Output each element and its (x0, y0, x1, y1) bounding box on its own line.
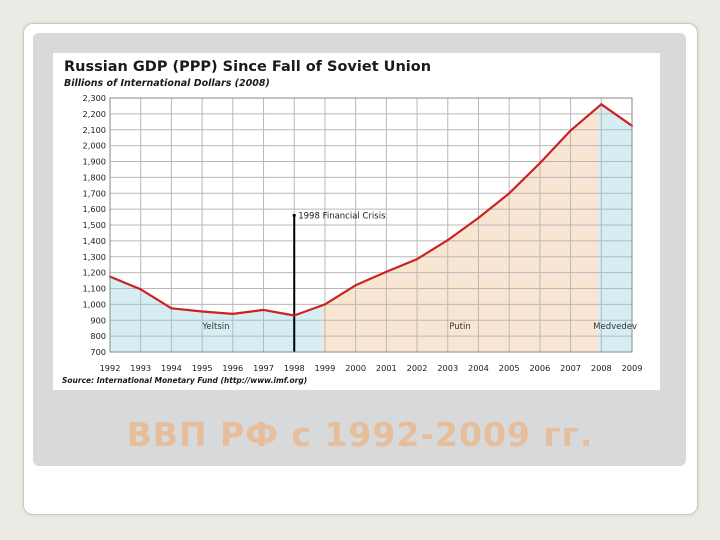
y-tick-label: 1,800 (83, 172, 106, 182)
y-tick-label: 1,000 (83, 299, 106, 309)
x-tick-label: 2009 (622, 363, 643, 373)
gdp-series-line (109, 103, 633, 317)
era-area-yeltsin (110, 276, 322, 352)
era-area-medvedev (598, 104, 632, 352)
y-tick-label: 1,600 (83, 204, 106, 214)
era-label-yeltsin: Yeltsin (201, 322, 229, 332)
annotation-marker (292, 213, 296, 218)
data-point (293, 314, 296, 317)
data-point (323, 303, 327, 306)
x-tick-label: 1992 (100, 363, 121, 373)
data-point (600, 103, 603, 106)
chart-title: Russian GDP (PPP) Since Fall of Soviet U… (64, 59, 432, 75)
data-point (446, 238, 449, 242)
data-point (139, 288, 142, 291)
y-tick-label: 2,000 (83, 141, 106, 151)
y-tick-label: 1,300 (83, 252, 106, 262)
data-point (508, 192, 511, 195)
chart-source: Source: International Monetary Fund (htt… (62, 376, 308, 385)
data-point (385, 270, 388, 273)
x-tick-label: 1994 (161, 363, 182, 373)
gdp-chart: 700 800 900 1,000 1,100 1,200 1,300 1,400 1,500 1… (83, 93, 643, 373)
y-tick-label: 2,200 (83, 109, 106, 119)
data-point (415, 258, 419, 261)
x-tick-label: 1999 (315, 363, 336, 373)
era-area-putin (321, 107, 599, 352)
x-tick-label: 2002 (407, 363, 428, 373)
x-tick-label: 1996 (222, 363, 243, 373)
slide-caption: ВВП РФ с 1992-2009 гг. (126, 415, 594, 454)
y-tick-label: 900 (90, 315, 106, 325)
y-tick-label: 1,200 (83, 268, 106, 278)
data-point (170, 307, 173, 310)
data-point (354, 284, 357, 287)
y-tick-label: 1,400 (83, 236, 106, 246)
era-label-putin: Putin (449, 322, 470, 332)
era-label-medvedev: Medvedev (593, 322, 637, 332)
y-tick-label: 2,300 (83, 93, 106, 103)
x-tick-label: 1993 (130, 363, 151, 373)
chart-subtitle: Billions of International Dollars (2008) (64, 78, 270, 89)
y-tick-label: 1,700 (83, 188, 106, 198)
x-tick-label: 2007 (560, 363, 581, 373)
chart-card: 700 800 900 1,000 1,100 1,200 1,300 1,400 1,500 1… (53, 53, 660, 390)
x-tick-label: 2003 (437, 363, 458, 373)
data-point (569, 129, 572, 132)
x-tick-label: 2008 (591, 363, 612, 373)
x-tick-label: 2001 (376, 363, 397, 373)
y-tick-label: 1,900 (83, 157, 106, 167)
data-point (231, 312, 234, 315)
x-tick-label: 2006 (529, 363, 550, 373)
data-point (538, 161, 541, 165)
data-point (477, 216, 480, 219)
x-tick-label: 2000 (345, 363, 366, 373)
y-tick-label: 1,100 (83, 284, 106, 294)
y-tick-label: 2,100 (83, 125, 106, 135)
x-tick-label: 1997 (253, 363, 274, 373)
x-tick-label: 2004 (468, 363, 489, 373)
data-point (201, 310, 204, 313)
x-tick-label: 1995 (192, 363, 213, 373)
y-tick-label: 1,500 (83, 220, 106, 230)
plot-frame (109, 97, 633, 353)
y-tick-label: 700 (90, 347, 106, 357)
x-tick-label: 2005 (499, 363, 520, 373)
annotation-label: 1998 Financial Crisis (298, 211, 386, 221)
x-tick-label: 1998 (284, 363, 305, 373)
y-tick-label: 800 (90, 331, 106, 341)
data-point (262, 308, 265, 312)
